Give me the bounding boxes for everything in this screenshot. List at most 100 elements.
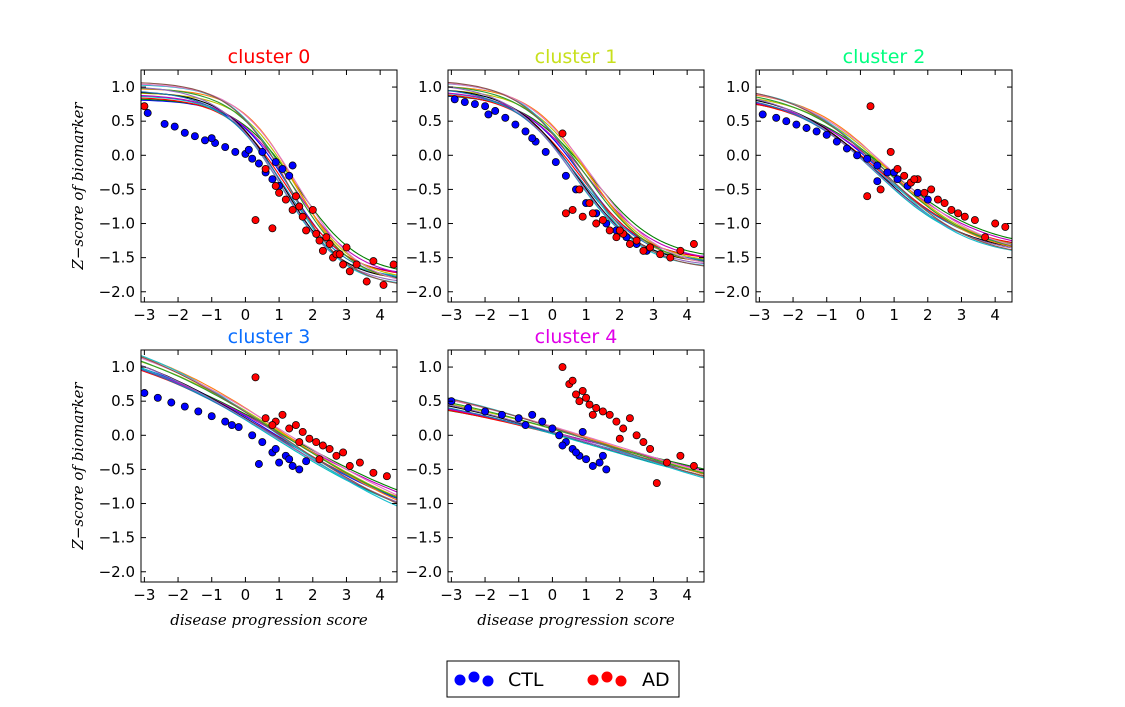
x-tick-label: 3: [957, 306, 967, 324]
ad-point: [940, 199, 949, 208]
ad-point: [355, 458, 364, 467]
x-tick-label: −2: [474, 586, 496, 604]
ad-point: [900, 171, 909, 180]
legend-ad-marker-2: [601, 671, 613, 683]
x-tick-label: −1: [816, 306, 838, 324]
ctl-point: [521, 127, 530, 136]
ad-point: [863, 192, 872, 201]
ctl-point: [555, 431, 564, 440]
x-tick-label: −1: [508, 586, 530, 604]
y-tick-label: 0.5: [418, 392, 442, 410]
ctl-point: [288, 161, 297, 170]
ctl-point: [802, 124, 811, 132]
x-tick-label: 3: [649, 306, 659, 324]
ctl-point: [548, 424, 557, 433]
y-tick-label: −0.5: [406, 460, 442, 478]
x-tick-label: 3: [342, 586, 352, 604]
y-tick-label: 0.0: [418, 146, 442, 164]
ctl-point: [143, 109, 152, 117]
ad-point: [325, 240, 334, 248]
ad-point: [646, 444, 655, 453]
ad-point: [278, 410, 287, 419]
fitted-curve: [448, 86, 704, 263]
plot-frame: [447, 69, 705, 303]
y-tick-label: 0.5: [418, 112, 442, 130]
ad-point: [578, 386, 587, 395]
ad-point: [625, 240, 634, 248]
ad-point: [568, 376, 577, 385]
y-tick-label: −1.5: [406, 529, 442, 547]
x-tick-label: 0: [548, 586, 558, 604]
y-tick-label: 1.0: [726, 78, 750, 96]
legend-ad-label: AD: [642, 669, 670, 691]
ad-point: [598, 407, 607, 416]
ctl-point: [278, 164, 287, 173]
x-tick-label: 3: [649, 586, 659, 604]
ad-point: [615, 434, 624, 443]
y-tick-label: −1.5: [99, 529, 135, 547]
y-tick-label: −1.5: [714, 249, 750, 267]
fitted-curves: [448, 397, 704, 479]
y-tick-label: −2.0: [406, 563, 442, 581]
ad-point: [315, 455, 324, 464]
ad-point: [281, 195, 290, 204]
ctl-point: [302, 457, 311, 466]
ctl-point: [598, 451, 607, 460]
y-tick-label: −1.5: [99, 249, 135, 267]
ad-point: [141, 102, 149, 111]
ad-point: [298, 427, 307, 436]
x-tick-label: 0: [548, 306, 558, 324]
x-tick-label: 1: [581, 586, 591, 604]
ad-point: [866, 102, 875, 111]
y-tick-label: −2.0: [406, 283, 442, 301]
ad-point: [291, 421, 300, 430]
ad-point: [291, 192, 300, 201]
x-tick-label: 1: [274, 306, 284, 324]
panel-title: cluster 0: [228, 46, 311, 68]
ctl-point: [231, 147, 240, 156]
y-tick-label: 1.0: [111, 78, 135, 96]
ctl-point: [288, 462, 297, 470]
y-axis-label: Z−score of biomarker: [69, 102, 87, 271]
ctl-point: [923, 195, 932, 204]
x-tick-label: −2: [782, 306, 804, 324]
ctl-point: [201, 136, 209, 145]
ad-point: [920, 188, 929, 197]
ad-point: [275, 188, 284, 197]
y-tick-label: 0.5: [111, 112, 135, 130]
panel-title: cluster 1: [535, 46, 618, 68]
ad-point: [639, 438, 648, 447]
ad-point: [325, 444, 334, 453]
legend-ctl-marker-1: [454, 674, 466, 686]
ctl-point: [588, 462, 597, 470]
ad-point: [970, 216, 979, 225]
ctl-point: [578, 427, 587, 436]
ctl-point: [782, 117, 791, 126]
ctl-point: [832, 137, 841, 146]
y-tick-label: −2.0: [714, 283, 750, 301]
ad-point: [312, 229, 321, 238]
plot-frame: [140, 69, 398, 303]
ctl-point: [227, 421, 236, 430]
ctl-point: [792, 120, 801, 129]
x-tick-label: −2: [167, 306, 189, 324]
panel-cluster-2: −3 −2 −1 0 1 2 3 4 1.0 0.5 0.0 −0.5 −1.0 −1.5 −2.0 clus…: [714, 46, 1013, 324]
ctl-point: [883, 168, 892, 177]
ctl-point: [873, 177, 882, 186]
ad-point: [332, 451, 341, 460]
ctl-point: [234, 423, 243, 432]
ad-point: [960, 212, 969, 221]
ctl-point: [268, 175, 277, 184]
ctl-point: [285, 171, 294, 180]
plot-area: [448, 350, 704, 582]
fitted-curve: [141, 364, 397, 503]
y-tick-label: −1.0: [99, 495, 135, 513]
ctl-point: [254, 159, 263, 168]
panel-title: cluster 3: [228, 326, 311, 348]
panel-cluster-3: −3 −2 −1 0 1 2 3 4 1.0 0.5 0.0 −0.5 −1.0 −1.5 −2.0 clus…: [69, 326, 398, 604]
x-tick-label: −2: [167, 586, 189, 604]
ad-point: [295, 438, 304, 447]
ad-point: [954, 209, 963, 218]
ad-point: [981, 233, 990, 242]
